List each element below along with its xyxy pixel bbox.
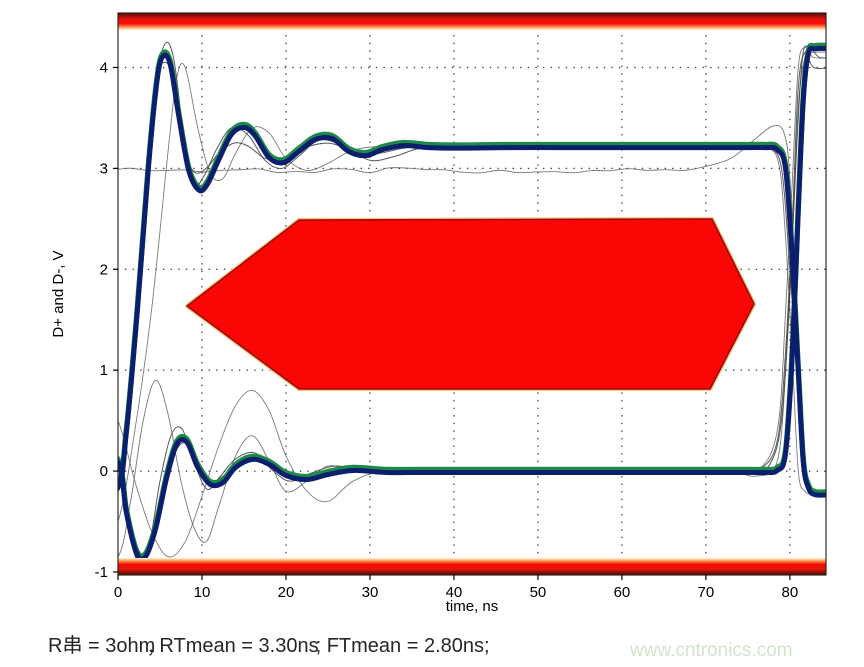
svg-text:10: 10 [194, 584, 211, 601]
svg-text:2: 2 [100, 261, 108, 278]
svg-text:3: 3 [100, 160, 108, 177]
svg-text:time, ns: time, ns [446, 598, 499, 615]
svg-text:60: 60 [614, 584, 631, 601]
svg-text:1: 1 [100, 362, 108, 379]
svg-text:50: 50 [530, 584, 547, 601]
svg-text:80: 80 [782, 584, 799, 601]
svg-text:30: 30 [362, 584, 379, 601]
svg-text:R串 = 3ohm, RTmean = 3.30ns; FT: R串 = 3ohm, RTmean = 3.30ns; FTmean = 2.8… [48, 629, 490, 658]
svg-text:4: 4 [100, 59, 108, 76]
svg-text:0: 0 [100, 463, 108, 480]
svg-text:-1: -1 [95, 564, 108, 581]
svg-text:D+ and D-, V: D+ and D-, V [50, 250, 67, 337]
svg-text:www.cntronics.com: www.cntronics.com [629, 640, 793, 661]
svg-text:20: 20 [278, 584, 295, 601]
svg-text:0: 0 [114, 584, 122, 601]
svg-text:70: 70 [698, 584, 715, 601]
